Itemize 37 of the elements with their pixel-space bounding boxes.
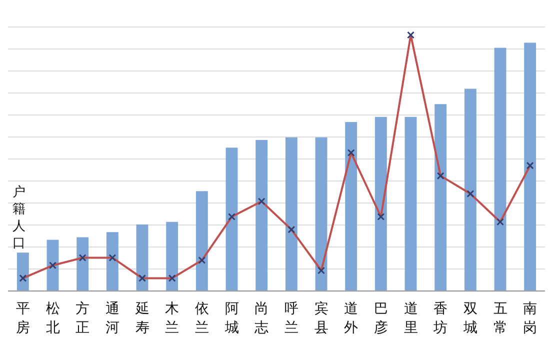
bar: [315, 137, 328, 291]
x-tick-label: 香坊: [432, 301, 448, 336]
bar: [345, 122, 358, 291]
bar: [16, 252, 29, 291]
x-tick-label: 通河: [105, 301, 120, 336]
x-tick-label: 五常: [493, 301, 508, 336]
bar: [196, 191, 208, 291]
bar: [285, 137, 298, 291]
bar: [226, 148, 238, 291]
bar: [46, 240, 59, 291]
x-tick-label: 宾县: [314, 301, 328, 336]
x-tick-label: 平房: [16, 301, 30, 336]
y-axis-title: 户籍人口: [12, 185, 26, 251]
x-tick-label: 双城: [462, 301, 478, 336]
x-tick-label: 方正: [76, 301, 90, 336]
x-tick-label: 呼兰: [284, 301, 298, 336]
bar: [464, 88, 476, 291]
bar: [494, 48, 506, 291]
x-tick-label: 木兰: [165, 301, 180, 336]
bar: [166, 222, 178, 291]
bar: [256, 140, 268, 291]
x-tick-label: 尚志: [254, 301, 269, 336]
x-tick-label: 巴彦: [374, 301, 388, 336]
x-tick-label: 松北: [46, 301, 60, 336]
bar: [434, 104, 447, 291]
x-tick-label: 南岗: [523, 301, 538, 336]
bar: [374, 116, 387, 291]
x-tick-label: 依兰: [194, 301, 209, 336]
bar: [106, 232, 118, 291]
bar: [524, 42, 536, 291]
x-tick-label: 延寿: [134, 301, 150, 336]
x-tick-label: 道里: [404, 301, 418, 336]
x-tick-label: 道外: [344, 301, 358, 336]
bar: [76, 237, 89, 291]
bar: [136, 224, 148, 291]
bar: [404, 116, 417, 291]
x-tick-label: 阿城: [224, 301, 239, 336]
